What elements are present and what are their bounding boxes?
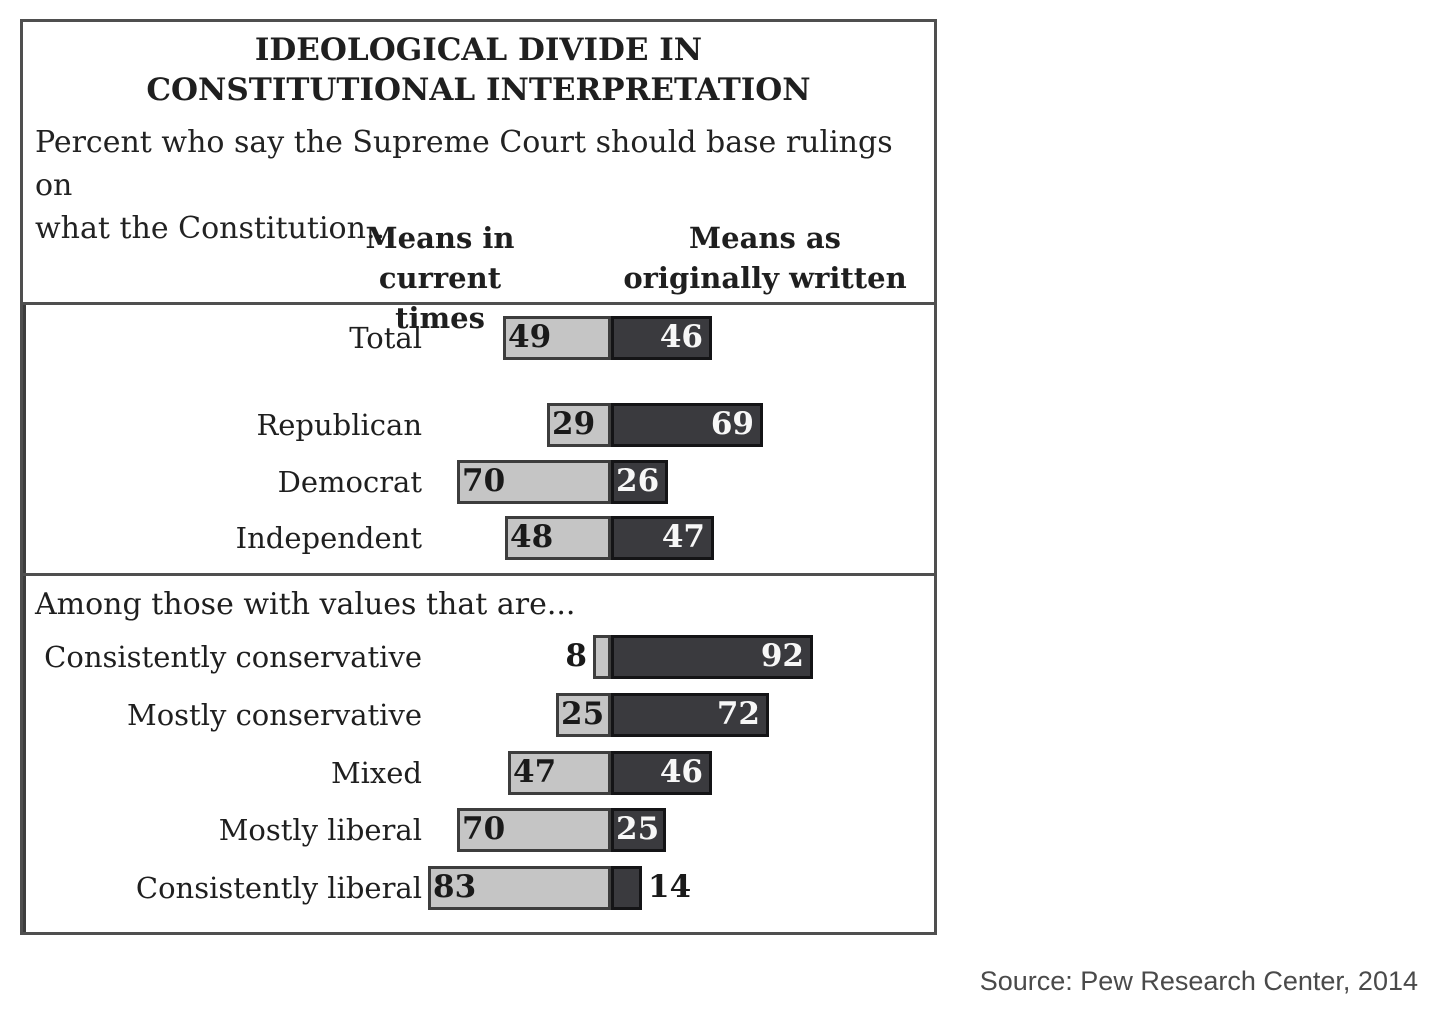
bar-value-right: 25 xyxy=(616,811,660,847)
right-bar xyxy=(611,403,763,447)
left-bar xyxy=(593,635,611,679)
chart-section-party: Total 49 46 Republican 29 69 Democrat 70 26 Indep… xyxy=(23,302,934,573)
chart-panel: IDEOLOGICAL DIVIDE IN CONSTITUTIONAL INT… xyxy=(20,19,937,935)
bar-value-right: 92 xyxy=(760,638,804,674)
row-label: Consistently conservative xyxy=(44,640,422,674)
column-header-right-line1: Means as xyxy=(689,221,841,255)
chart-header-section: IDEOLOGICAL DIVIDE IN CONSTITUTIONAL INT… xyxy=(23,22,934,335)
right-bar xyxy=(611,808,666,852)
bar-value-left: 29 xyxy=(552,406,596,442)
chart-title: IDEOLOGICAL DIVIDE IN CONSTITUTIONAL INT… xyxy=(23,30,934,110)
left-bar xyxy=(457,460,611,504)
column-header-right-line2: originally written xyxy=(623,261,907,295)
bar-value-right: 26 xyxy=(616,463,660,499)
bar-value-right: 14 xyxy=(648,869,692,905)
left-bar xyxy=(428,866,611,910)
right-bar xyxy=(611,316,712,360)
right-bar xyxy=(611,516,714,560)
bar-value-right: 72 xyxy=(716,696,760,732)
column-header-originally-written: Means as originally written xyxy=(615,218,915,298)
bar-value-left: 49 xyxy=(508,319,552,355)
bar-value-right: 46 xyxy=(659,319,703,355)
row-label: Mixed xyxy=(330,756,422,790)
bar-value-left: 83 xyxy=(433,869,477,905)
row-label: Consistently liberal xyxy=(135,871,422,905)
column-header-current-times: Means in current times xyxy=(340,218,540,338)
bar-value-left: 47 xyxy=(513,754,557,790)
right-bar xyxy=(611,751,712,795)
left-bar xyxy=(457,808,611,852)
axis-zero-line xyxy=(23,305,26,573)
left-bar xyxy=(505,516,611,560)
chart-subtitle: Percent who say the Supreme Court should… xyxy=(35,121,925,250)
bar-value-right: 69 xyxy=(710,406,754,442)
row-label: Independent xyxy=(235,521,422,555)
bar-value-right: 46 xyxy=(659,754,703,790)
right-bar xyxy=(611,693,769,737)
right-bar xyxy=(611,866,642,910)
bar-value-left: 70 xyxy=(462,463,506,499)
left-bar xyxy=(508,751,611,795)
left-bar xyxy=(556,693,611,737)
row-label: Mostly liberal xyxy=(218,813,422,847)
bar-value-left: 25 xyxy=(561,696,605,732)
row-label: Democrat xyxy=(277,465,422,499)
bar-value-left: 48 xyxy=(510,519,554,555)
left-bar xyxy=(503,316,611,360)
row-label: Total xyxy=(349,321,422,355)
right-bar xyxy=(611,460,668,504)
section-label: Among those with values that are... xyxy=(35,587,576,622)
right-bar xyxy=(611,635,813,679)
axis-zero-line xyxy=(23,576,26,932)
chart-title-line2: CONSTITUTIONAL INTERPRETATION xyxy=(146,72,811,108)
source-attribution: Source: Pew Research Center, 2014 xyxy=(979,966,1418,996)
left-bar xyxy=(547,403,611,447)
bar-value-left: 8 xyxy=(565,638,587,674)
row-label: Republican xyxy=(256,408,422,442)
bar-value-right: 47 xyxy=(661,519,705,555)
chart-subtitle-line1: Percent who say the Supreme Court should… xyxy=(35,125,893,203)
chart-title-line1: IDEOLOGICAL DIVIDE IN xyxy=(254,32,703,68)
chart-subtitle-line2: what the Constitution... xyxy=(35,211,395,246)
column-header-left-line2: current times xyxy=(378,261,502,335)
row-label: Mostly conservative xyxy=(127,698,422,732)
chart-section-ideology: Among those with values that are... Cons… xyxy=(23,573,934,932)
bar-value-left: 70 xyxy=(462,811,506,847)
column-header-left-line1: Means in xyxy=(365,221,515,255)
